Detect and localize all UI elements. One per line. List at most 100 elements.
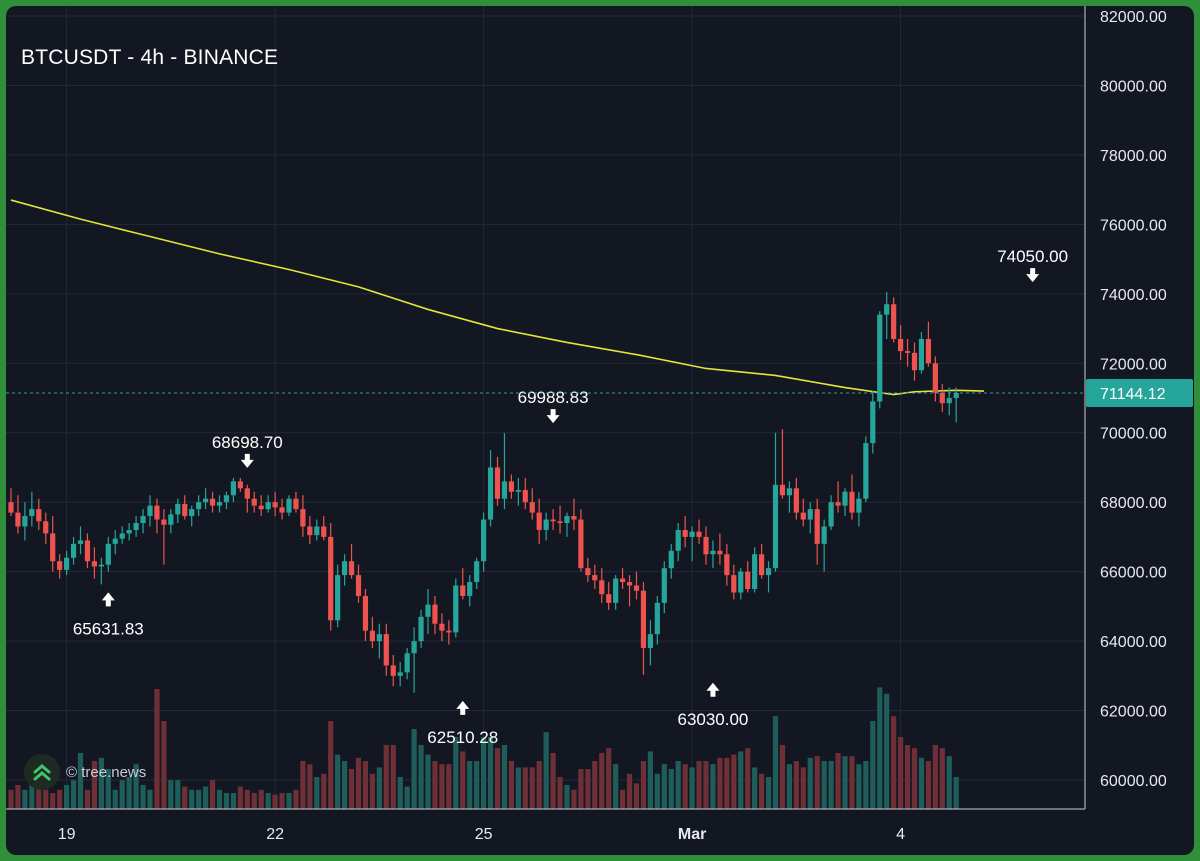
y-tick-label: 60000.00 [1100,773,1167,790]
candle-body [22,516,28,527]
volume-bar [613,764,619,809]
candle-body [70,543,77,558]
volume-bar [272,794,278,809]
candle-body [362,595,369,631]
x-tick-label: 19 [58,826,76,843]
x-tick-label: Mar [678,826,706,843]
volume-bar [543,732,549,809]
candle-body [258,505,264,510]
volume-bar [265,793,271,809]
candle-body [453,585,459,633]
volume-bar [362,761,369,809]
volume-bar [536,761,542,809]
volume-bar [126,777,132,809]
candle-body [501,481,508,499]
candle-body [522,490,528,503]
volume-bar [703,761,709,809]
volume-bar [77,753,84,809]
candle-body [474,561,480,583]
candle-body [578,519,584,569]
watermark-text: © tree.news [66,763,147,781]
candle-body [911,352,918,371]
volume-bar [112,789,118,809]
candle-body [925,338,931,364]
volume-bar [724,757,730,809]
y-tick-label: 78000.00 [1100,148,1167,165]
volume-bar [133,764,139,809]
candle-body [286,498,292,513]
candle-body [43,521,49,534]
candle-body [620,578,626,583]
volume-bar [348,769,355,809]
volume-bar [738,751,744,809]
candle-body [57,561,63,570]
candle-body [168,514,174,525]
volume-bar [849,756,855,809]
chart-title: BTCUSDT - 4h - BINANCE [21,46,279,69]
y-tick-label: 76000.00 [1100,217,1167,234]
volume-bar [870,721,876,809]
candlestick-chart[interactable]: 68698.70 65631.83 69988.83 62510.28 63030.00… [6,6,1194,855]
volume-bar [515,767,521,809]
candle-body [293,498,299,510]
volume-bar [550,753,556,809]
volume-bar [223,793,230,809]
volume-bar [661,764,667,809]
candle-body [724,554,730,576]
x-tick-label: 25 [475,826,493,843]
volume-bar [904,745,911,809]
volume-bar [98,757,104,809]
volume-bar [216,789,223,809]
candle-body [953,392,959,398]
candle-body [216,502,223,506]
annotation-label: 65631.83 [73,619,144,638]
candle-body [272,502,278,508]
volume-bar [196,789,202,809]
volume-bar [606,748,612,809]
arrow-up-icon [456,700,470,715]
candle-body [932,363,938,393]
volume-bar [779,745,786,809]
y-tick-label: 68000.00 [1100,495,1167,512]
candle-body [77,540,84,544]
volume-bar [884,693,890,809]
candle-body [265,502,271,510]
candle-body [411,641,417,654]
candle-body [112,538,118,544]
volume-bar [91,761,97,809]
candle-body [467,582,473,596]
candle-body [481,519,487,562]
candle-body [64,557,70,570]
volume-bar [654,773,660,809]
candle-body [314,526,320,536]
axes: 82000.00 80000.00 78000.00 76000.00 74000.00… [6,6,1193,843]
volume-bar [752,767,758,809]
volume-bar [620,789,626,809]
volume-bar [105,769,111,809]
grid-lines [6,6,1085,809]
candle-body [786,488,792,496]
candle-body [182,503,188,517]
volume-bar [856,764,862,809]
volume-bar [487,737,494,809]
volume-bar [911,748,918,809]
volume-bar [446,764,452,809]
candle-body [738,571,744,593]
volume-bar [793,761,799,809]
volume-bar [814,756,820,809]
candle-body [717,550,723,555]
volume-bar [633,783,640,809]
y-tick-label: 66000.00 [1100,565,1167,582]
candle-body [529,502,535,513]
volume-bar [22,789,28,809]
candle-body [203,498,209,503]
volume-bar [425,754,431,809]
volume-bar [800,767,806,809]
candle-body [675,529,681,551]
candle-body [877,314,883,402]
candle-body [29,509,35,517]
volume-bar [689,767,695,809]
candle-body [633,585,640,591]
volume-bar [828,761,834,809]
candle-body [800,512,806,520]
